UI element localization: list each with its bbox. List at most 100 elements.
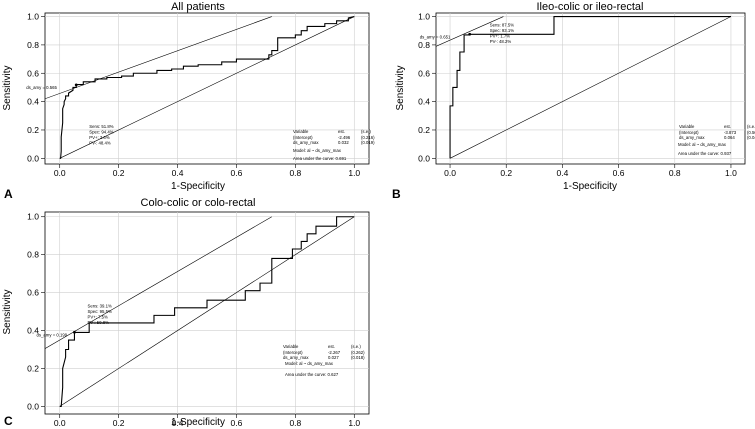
x-tick-label: 1.0 [725,168,737,178]
model-formula: Model: al ~ ds_amy_max [293,148,342,153]
x-tick-label: 0.4 [172,418,184,428]
y-tick-label: 0.2 [27,363,39,373]
y-tick-label: 0.2 [27,125,39,135]
x-tick-label: 0.4 [172,168,184,178]
roc-curve [59,16,355,159]
roc-panel: 0.0 0.2 0.4 0.6 0.8 1.0 0.0 0.2 0.4 0.6 0.8 1.0 ds_a… [2,1,375,201]
stats-line: PV-: 48.4% [89,141,111,146]
chart-title: Ileo-colic or ileo-rectal [537,1,644,13]
stats-line: PV-: 50.8% [87,320,109,325]
y-tick-label: 0.6 [27,68,39,78]
chance-diagonal [59,16,355,159]
x-tick-label: 1.0 [348,418,360,428]
x-tick-label: 0.2 [113,168,125,178]
roc-panel: 0.0 0.2 0.4 0.6 0.8 1.0 0.0 0.2 0.4 0.6 0.8 1.0 ds_a… [2,197,370,428]
table-header-cell: (s.e.) [747,124,755,129]
plot-area [44,12,370,165]
table-header-cell: Variable [293,129,309,134]
y-tick-label: 0.4 [418,97,430,107]
cutoff-tangent-line [45,216,272,349]
x-tick-label: 0.6 [613,168,625,178]
cutoff-point [73,330,76,334]
plot-lines [45,216,355,407]
stats-line: PV+: 1.7% [490,33,511,38]
table-cell: (0.262) [351,350,365,355]
y-tick-label: 0.6 [418,68,430,78]
x-tick-label: 0.8 [289,168,301,178]
plot-area [435,12,746,165]
table-header-cell: est. [724,124,731,129]
table-header-cell: Variable [283,344,299,349]
table-cell: (0.216) [361,135,375,140]
stats-line: Sens: 51.8% [89,124,114,129]
table-header-cell: est. [328,344,335,349]
auc-label: Area under the curve: 0.691 [293,156,347,161]
y-tick-label: 1.0 [418,12,430,22]
stats-line: Spec: 95.5% [87,309,112,314]
table-cell: (0.042) [747,135,755,140]
model-table: Variable est. (s.e.) (Intercept) -2.267 (0.26… [283,344,365,360]
table-cell: ds_amy_max [679,135,705,140]
stats-line: PV+: 3.6% [89,135,110,140]
cutoff-label: ds_amy = 0.651 [420,34,451,39]
stats-line: Sens: 39.1% [87,303,112,308]
plot-lines [45,16,355,159]
stats-box: Sens: 87.5%Spec: 93.1%PV+: 1.7%PV-: 48.2… [490,22,515,44]
panel-letter: C [4,414,13,428]
x-tick-label: 0.8 [289,418,301,428]
roc-curve [59,216,355,407]
x-tick-label: 0.0 [54,168,66,178]
table-header-cell: est. [338,129,345,134]
panel-letter: B [392,187,401,201]
chance-diagonal [59,216,355,407]
x-tick-label: 0.8 [669,168,681,178]
roc-curve [449,15,731,159]
table-cell: -2.267 [328,350,341,355]
chart-title: Colo-colic or colo-rectal [141,197,256,209]
stats-line: Spec: 94.4% [89,129,114,134]
stats-line: PV+: 7.5% [87,314,108,319]
table-cell: -2.496 [338,135,351,140]
y-axis-label: Sensitivity [395,65,406,110]
model-table: Variable est. (s.e.) (Intercept) -3.873 (0.50… [679,124,755,140]
y-tick-label: 0.4 [27,97,39,107]
table-cell: 0.064 [724,135,735,140]
x-tick-label: 0.4 [556,168,568,178]
model-formula: Model: al ~ ds_amy_max [678,142,727,147]
cutoff-point [468,32,472,36]
chart-title: All patients [171,1,225,13]
y-tick-label: 0.0 [27,401,39,411]
cutoff-point [74,83,78,87]
stats-line: PV-: 48.2% [490,39,512,44]
model-formula: Model: al ~ ds_amy_max [285,361,334,366]
table-header-cell: (s.e.) [361,129,371,134]
table-cell: (0.019) [361,140,375,145]
y-tick-label: 0.2 [418,125,430,135]
y-tick-label: 1.0 [27,12,39,22]
roc-panel: 0.0 0.2 0.4 0.6 0.8 1.0 0.0 0.2 0.4 0.6 0.8 1.0 ds_a… [392,1,755,201]
plot-area [44,211,370,415]
table-cell: 0.027 [328,355,339,360]
y-tick-label: 0.0 [27,153,39,163]
x-tick-label: 1.0 [348,168,360,178]
y-tick-label: 0.8 [27,40,39,50]
x-tick-label: 0.0 [444,168,456,178]
x-axis-label: 1-Specificity [171,417,225,428]
table-cell: ds_amy_max [283,355,309,360]
y-axis-label: Sensitivity [2,289,13,334]
table-cell: (0.506) [747,130,755,135]
x-axis-label: 1-Specificity [171,181,225,192]
table-cell: 0.032 [338,140,349,145]
table-header-cell: Variable [679,124,695,129]
y-tick-label: 0.8 [27,250,39,260]
x-tick-label: 0.6 [231,418,243,428]
y-tick-label: 0.0 [418,153,430,163]
cutoff-label: ds_amy = 0.199 [36,332,67,337]
cutoff-tangent-line [436,16,504,47]
x-axis-label: 1-Specificity [563,181,617,192]
x-tick-label: 0.6 [231,168,243,178]
cutoff-label: ds_amy = 0.565 [26,85,57,90]
table-cell: (Intercept) [293,135,313,140]
chance-diagonal [449,16,732,159]
table-cell: (0.018) [351,355,365,360]
